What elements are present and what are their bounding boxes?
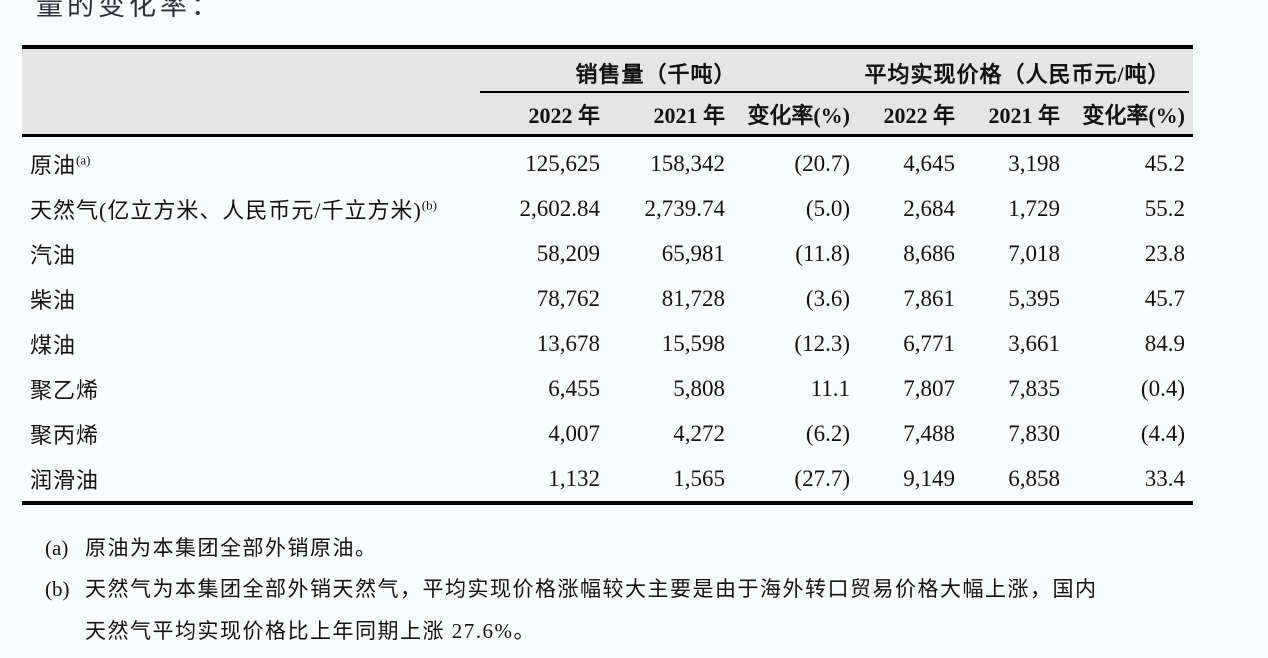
row-label-text: 煤油 (30, 332, 77, 358)
table-cell: 125,625 (525, 150, 600, 176)
table-cell: 13,678 (536, 330, 600, 356)
footnote-a-text: 原油为本集团全部外销原油。 (85, 536, 378, 560)
table-cell: 6,858 (1008, 465, 1060, 491)
table-row-gasoline: 汽油 58,209 65,981 (11.8) 8,686 7,018 23.8 (22, 231, 1185, 276)
col-header-price-2022: 2022 年 (883, 102, 955, 128)
table-cell: (27.7) (794, 465, 850, 491)
table-cell: 5,808 (673, 375, 725, 401)
row-label-text: 聚乙烯 (30, 377, 100, 403)
table-cell: 4,645 (903, 150, 955, 176)
row-label: 柴油 (22, 283, 462, 315)
table-cell: 1,565 (673, 465, 725, 491)
table-cell: 58,209 (536, 240, 600, 266)
table-cell: 7,807 (903, 375, 955, 401)
table-cell: 55.2 (1144, 195, 1185, 221)
group-header-row: 销售量（千吨） 平均实现价格（人民币元/吨） (22, 49, 1185, 93)
footnote-b-text-line1: 天然气为本集团全部外销天然气，平均实现价格涨幅较大主要是由于海外转口贸易价格大幅… (85, 577, 1098, 601)
table-cell: 84.9 (1144, 330, 1185, 356)
footnote-b-text-line2: 天然气平均实现价格比上年同期上涨 27.6%。 (85, 619, 536, 643)
table-cell: (12.3) (794, 330, 850, 356)
table-cell: 6,455 (548, 375, 600, 401)
row-label-text: 润滑油 (30, 467, 100, 493)
col-header-sales-2022: 2022 年 (528, 102, 600, 128)
table-cell: 15,598 (661, 330, 725, 356)
footnote-b-marker: (b) (45, 577, 70, 601)
col-header-sales-2021: 2021 年 (653, 102, 725, 128)
table-row-polypropylene: 聚丙烯 4,007 4,272 (6.2) 7,488 7,830 (4.4) (22, 411, 1185, 456)
table-cell: (6.2) (805, 420, 850, 446)
table-cell: 65,981 (661, 240, 725, 266)
table-cell: 2,739.74 (644, 195, 726, 221)
row-label: 聚乙烯 (22, 373, 462, 405)
row-label-text: 天然气(亿立方米、人民币元/千立方米) (30, 197, 422, 223)
table-cell: 1,132 (548, 465, 600, 491)
table-cell: 6,771 (903, 330, 955, 356)
row-label: 原油(a) (22, 148, 462, 180)
table-cell: 81,728 (661, 285, 725, 311)
table-cell: 158,342 (650, 150, 725, 176)
table-cell: 2,684 (903, 195, 955, 221)
table-row-diesel: 柴油 78,762 81,728 (3.6) 7,861 5,395 45.7 (22, 276, 1185, 321)
table-cell: 7,830 (1008, 420, 1060, 446)
table-row-crude-oil: 原油(a) 125,625 158,342 (20.7) 4,645 3,198… (22, 141, 1185, 186)
table-cell: (4.4) (1140, 420, 1185, 446)
footnote-b-line2: 天然气平均实现价格比上年同期上涨 27.6%。 (45, 616, 1205, 646)
table-cell: 3,661 (1008, 330, 1060, 356)
table-cell: 2,602.84 (519, 195, 601, 221)
table-row-polyethylene: 聚乙烯 6,455 5,808 11.1 7,807 7,835 (0.4) (22, 366, 1185, 411)
table-cell: 4,007 (548, 420, 600, 446)
row-label-text: 柴油 (30, 287, 77, 313)
table-cell: 8,686 (903, 240, 955, 266)
group-header-sales-volume: 销售量（千吨） (575, 62, 737, 87)
product-sales-price-table: 销售量（千吨） 平均实现价格（人民币元/吨） 2022 年 2021 年 变化率… (22, 45, 1193, 505)
table-row-lubricant: 润滑油 1,132 1,565 (27.7) 9,149 6,858 33.4 (22, 456, 1185, 501)
row-label: 聚丙烯 (22, 418, 462, 450)
table-cell: 7,861 (903, 285, 955, 311)
table-cell: 78,762 (536, 285, 600, 311)
footnote-a-marker: (a) (45, 536, 69, 560)
group-header-avg-price: 平均实现价格（人民币元/吨） (864, 62, 1171, 87)
col-header-price-2021: 2021 年 (988, 102, 1060, 128)
table-header: 销售量（千吨） 平均实现价格（人民币元/吨） 2022 年 2021 年 变化率… (22, 49, 1193, 137)
row-label: 煤油 (22, 328, 462, 360)
row-label-text: 汽油 (30, 242, 77, 268)
col-header-price-change: 变化率(%) (1082, 102, 1185, 128)
table-row-kerosene: 煤油 13,678 15,598 (12.3) 6,771 3,661 84.9 (22, 321, 1185, 366)
col-header-sales-change: 变化率(%) (747, 102, 850, 128)
table-cell: 7,018 (1008, 240, 1060, 266)
year-header-row: 2022 年 2021 年 变化率(%) 2022 年 2021 年 变化率(%… (22, 93, 1185, 134)
table-cell: (0.4) (1140, 375, 1185, 401)
group-header-underline (480, 91, 1189, 93)
table-cell: (11.8) (795, 240, 850, 266)
row-label: 润滑油 (22, 463, 462, 495)
table-cell: 11.1 (810, 375, 850, 401)
table-cell: 45.2 (1144, 150, 1185, 176)
table-cell: 33.4 (1144, 465, 1185, 491)
table-cell: 45.7 (1144, 285, 1185, 311)
table-cell: 7,488 (903, 420, 955, 446)
table-cell: (5.0) (805, 195, 850, 221)
table-body: 原油(a) 125,625 158,342 (20.7) 4,645 3,198… (22, 137, 1193, 501)
table-cell: 5,395 (1008, 285, 1060, 311)
footnote-ref: (a) (76, 152, 91, 168)
row-label: 天然气(亿立方米、人民币元/千立方米)(b) (22, 193, 462, 225)
table-cell: 23.8 (1144, 240, 1185, 266)
row-label-text: 原油 (30, 152, 77, 178)
table-cell: 1,729 (1008, 195, 1060, 221)
table-cell: 7,835 (1008, 375, 1060, 401)
row-label: 汽油 (22, 238, 462, 270)
row-label-text: 聚丙烯 (30, 422, 100, 448)
footnote-ref: (b) (421, 197, 437, 213)
table-cell: 4,272 (673, 420, 725, 446)
table-cell: (20.7) (794, 150, 850, 176)
table-row-natural-gas: 天然气(亿立方米、人民币元/千立方米)(b) 2,602.84 2,739.74… (22, 186, 1185, 231)
table-cell: 9,149 (903, 465, 955, 491)
table-cell: (3.6) (805, 285, 850, 311)
intro-text-partial: 量的变化率： (36, 0, 222, 21)
table-cell: 3,198 (1008, 150, 1060, 176)
footnote-a: (a) 原油为本集团全部外销原油。 (45, 533, 1205, 563)
footnote-b-line1: (b) 天然气为本集团全部外销天然气，平均实现价格涨幅较大主要是由于海外转口贸易… (45, 574, 1205, 604)
